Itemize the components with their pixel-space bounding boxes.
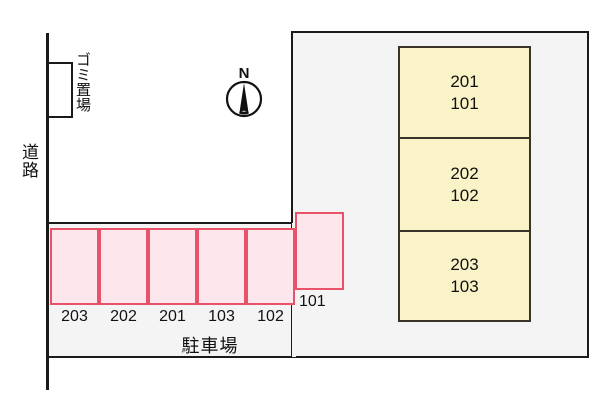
- parking-stall-201[interactable]: [148, 228, 197, 305]
- parking-stall-label-103: 103: [208, 308, 235, 325]
- road-label: 道路: [19, 143, 38, 179]
- compass-rose-icon: [225, 80, 263, 118]
- building-unit-202-102[interactable]: 202 102: [400, 137, 529, 230]
- compass-north-icon: N: [222, 66, 266, 120]
- parking-stall-103[interactable]: [197, 228, 246, 305]
- parking-stall-202[interactable]: [99, 228, 148, 305]
- building-unit-upper-label-202: 202: [450, 163, 479, 183]
- parking-stall-203[interactable]: [50, 228, 99, 305]
- building-unit-lower-label-103: 103: [450, 277, 479, 296]
- compass-north-label: N: [238, 65, 250, 82]
- parking-stall-label-102: 102: [257, 308, 284, 325]
- parking-area-caption: 駐車場: [181, 336, 239, 356]
- parking-stall-label-202: 202: [110, 308, 137, 325]
- parking-stall-label-101: 101: [299, 293, 326, 310]
- garbage-station-label: ゴミ置場: [74, 52, 91, 112]
- building-unit-lower-label-101: 101: [450, 93, 479, 113]
- garbage-station-box: [47, 62, 73, 118]
- building-unit-upper-label-201: 201: [450, 71, 479, 91]
- building-block: 201 101 202 102 203 103: [398, 46, 531, 322]
- parking-stall-label-203: 203: [61, 308, 88, 325]
- building-unit-upper-label-203: 203: [450, 255, 479, 274]
- road-line: [46, 33, 49, 390]
- parking-stall-102[interactable]: [246, 228, 295, 305]
- parking-stall-label-201: 201: [159, 308, 186, 325]
- building-unit-lower-label-102: 102: [450, 185, 479, 205]
- building-unit-203-103[interactable]: 203 103: [400, 230, 529, 320]
- building-unit-201-101[interactable]: 201 101: [400, 48, 529, 137]
- parking-stall-101[interactable]: [295, 212, 344, 290]
